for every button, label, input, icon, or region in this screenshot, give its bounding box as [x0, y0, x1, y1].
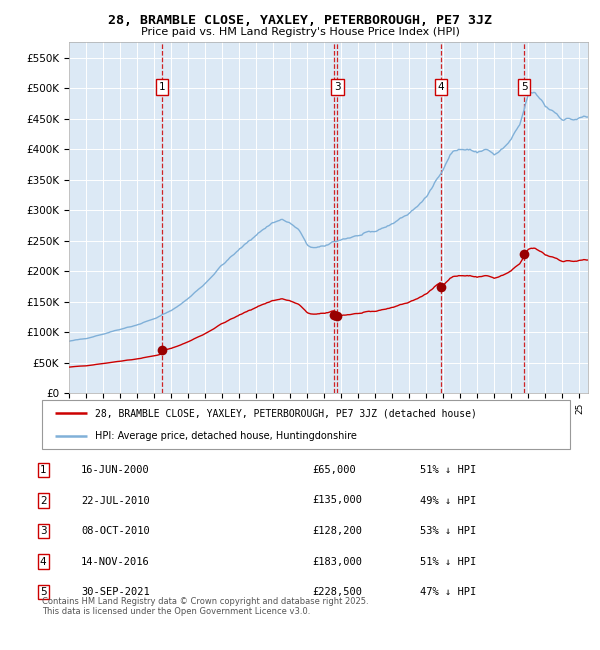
Text: 4: 4 — [438, 82, 445, 92]
Text: 22-JUL-2010: 22-JUL-2010 — [81, 495, 150, 506]
Text: 30-SEP-2021: 30-SEP-2021 — [81, 587, 150, 597]
Text: 51% ↓ HPI: 51% ↓ HPI — [420, 465, 476, 475]
Text: 28, BRAMBLE CLOSE, YAXLEY, PETERBOROUGH, PE7 3JZ (detached house): 28, BRAMBLE CLOSE, YAXLEY, PETERBOROUGH,… — [95, 408, 476, 419]
Text: 14-NOV-2016: 14-NOV-2016 — [81, 556, 150, 567]
Text: 1: 1 — [40, 465, 47, 475]
Text: HPI: Average price, detached house, Huntingdonshire: HPI: Average price, detached house, Hunt… — [95, 432, 356, 441]
Text: This data is licensed under the Open Government Licence v3.0.: This data is licensed under the Open Gov… — [42, 607, 310, 616]
Text: 08-OCT-2010: 08-OCT-2010 — [81, 526, 150, 536]
Text: 2: 2 — [40, 495, 47, 506]
Text: 5: 5 — [521, 82, 527, 92]
Text: 16-JUN-2000: 16-JUN-2000 — [81, 465, 150, 475]
Text: £183,000: £183,000 — [312, 556, 362, 567]
Text: 53% ↓ HPI: 53% ↓ HPI — [420, 526, 476, 536]
Text: 4: 4 — [40, 556, 47, 567]
Text: 1: 1 — [158, 82, 165, 92]
Text: 3: 3 — [334, 82, 341, 92]
Text: 51% ↓ HPI: 51% ↓ HPI — [420, 556, 476, 567]
Text: £135,000: £135,000 — [312, 495, 362, 506]
Text: £65,000: £65,000 — [312, 465, 356, 475]
Text: 5: 5 — [40, 587, 47, 597]
Text: 49% ↓ HPI: 49% ↓ HPI — [420, 495, 476, 506]
Text: Contains HM Land Registry data © Crown copyright and database right 2025.: Contains HM Land Registry data © Crown c… — [42, 597, 368, 606]
Text: £228,500: £228,500 — [312, 587, 362, 597]
Text: £128,200: £128,200 — [312, 526, 362, 536]
FancyBboxPatch shape — [42, 400, 570, 448]
Text: Price paid vs. HM Land Registry's House Price Index (HPI): Price paid vs. HM Land Registry's House … — [140, 27, 460, 37]
Text: 28, BRAMBLE CLOSE, YAXLEY, PETERBOROUGH, PE7 3JZ: 28, BRAMBLE CLOSE, YAXLEY, PETERBOROUGH,… — [108, 14, 492, 27]
Text: 47% ↓ HPI: 47% ↓ HPI — [420, 587, 476, 597]
Text: 3: 3 — [40, 526, 47, 536]
